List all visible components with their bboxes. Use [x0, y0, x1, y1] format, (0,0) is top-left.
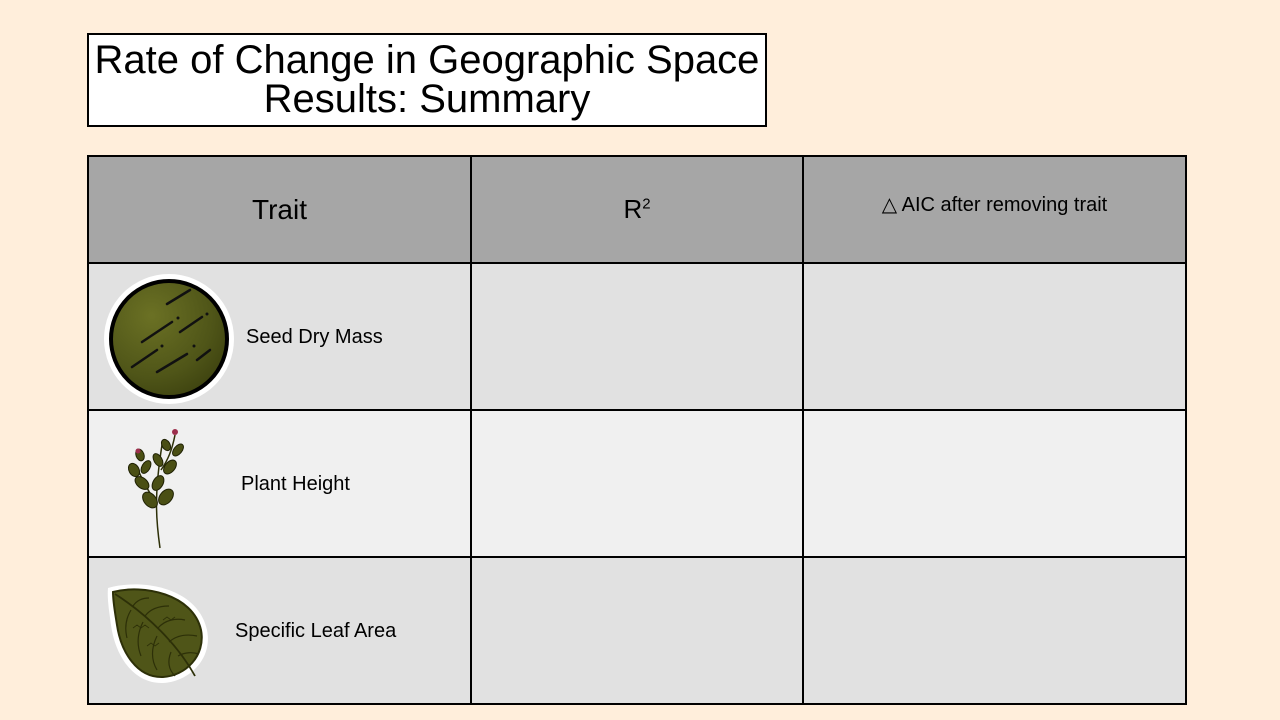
table-row: Plant Height: [87, 409, 1187, 558]
table-row: Specific Leaf Area: [87, 556, 1187, 705]
r2-cell: [470, 556, 804, 705]
title-line-1: Rate of Change in Geographic Space: [94, 38, 760, 82]
header-aic-text: AIC after removing trait: [901, 194, 1108, 216]
trait-label: Seed Dry Mass: [246, 326, 383, 348]
table-row: Seed Dry Mass: [87, 262, 1187, 411]
header-r2-superscript: 2: [642, 195, 651, 213]
aic-cell: [802, 262, 1187, 411]
aic-cell: [802, 409, 1187, 558]
plant-sprig-icon: [127, 429, 184, 549]
header-trait: Trait: [87, 155, 472, 264]
aic-cell: [802, 556, 1187, 705]
trait-cell-leaf-area: Specific Leaf Area: [87, 556, 472, 705]
results-table: Trait R2 △ AIC after removing trait: [87, 155, 1187, 705]
header-row: Trait R2 △ AIC after removing trait: [87, 155, 1187, 264]
trait-label: Specific Leaf Area: [235, 620, 397, 642]
title-line-2: Results: Summary: [263, 77, 591, 121]
r2-cell: [470, 409, 804, 558]
trait-label: Plant Height: [241, 473, 350, 495]
trait-cell-plant-height: Plant Height: [87, 409, 472, 558]
header-r2-base: R: [623, 194, 643, 224]
title-box: Rate of Change in Geographic Space Resul…: [87, 33, 767, 127]
trait-cell-seed: Seed Dry Mass: [87, 262, 472, 411]
leaf-icon: [107, 584, 208, 684]
header-delta-aic: △ AIC after removing trait: [802, 155, 1187, 264]
header-r-squared: R2: [470, 155, 804, 264]
r2-cell: [470, 262, 804, 411]
delta-icon: △: [881, 194, 898, 216]
seed-icon: [104, 274, 234, 404]
